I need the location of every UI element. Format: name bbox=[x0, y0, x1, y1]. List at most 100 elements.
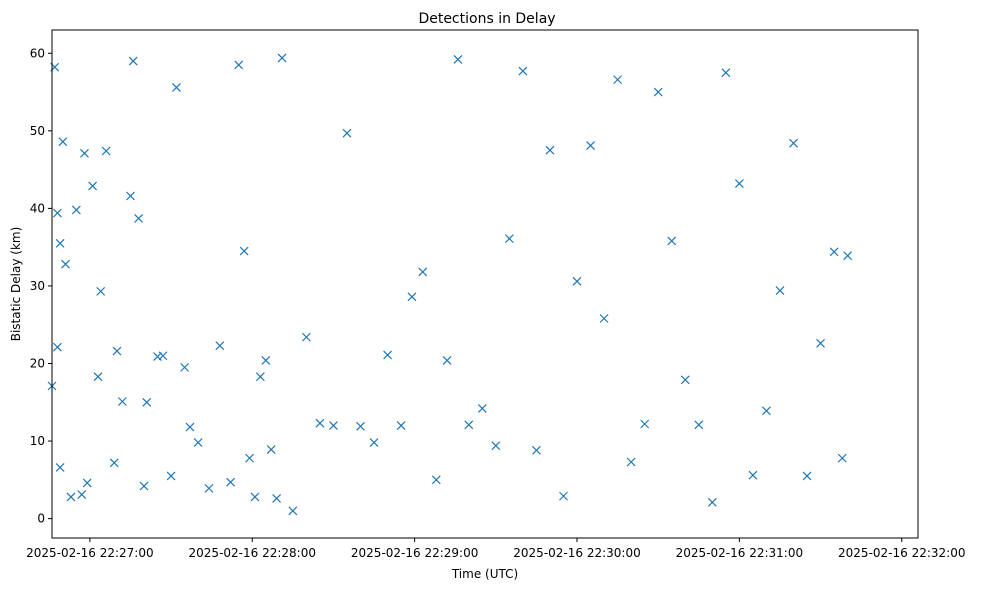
data-point-stroke bbox=[653, 87, 663, 97]
data-point bbox=[142, 397, 152, 407]
data-point-stroke bbox=[301, 332, 311, 342]
data-point-stroke bbox=[504, 234, 514, 244]
data-point bbox=[301, 332, 311, 342]
data-point-stroke bbox=[599, 314, 609, 323]
data-point bbox=[117, 397, 127, 406]
data-point bbox=[572, 276, 582, 286]
data-point-stroke bbox=[396, 421, 406, 430]
data-point-stroke bbox=[418, 267, 428, 277]
data-point-stroke bbox=[802, 471, 812, 481]
data-point-stroke bbox=[58, 137, 68, 147]
data-point bbox=[559, 491, 568, 501]
x-tick-label: 2025-02-16 22:30:00 bbox=[513, 546, 640, 560]
data-point bbox=[172, 82, 181, 92]
data-point bbox=[453, 55, 463, 64]
data-point bbox=[288, 506, 298, 516]
data-point bbox=[342, 128, 352, 138]
data-point bbox=[396, 421, 406, 430]
data-point bbox=[93, 372, 103, 382]
data-point-stroke bbox=[82, 478, 92, 488]
data-point bbox=[245, 453, 254, 463]
data-point bbox=[504, 234, 514, 244]
data-point bbox=[166, 471, 176, 481]
data-point-stroke bbox=[93, 372, 103, 382]
data-point-stroke bbox=[117, 397, 127, 406]
data-point-stroke bbox=[101, 146, 111, 156]
data-point bbox=[215, 341, 225, 351]
y-axis: 0 10 20 30 40 50 60 bbox=[30, 46, 52, 526]
data-point-stroke bbox=[166, 471, 176, 481]
data-point-stroke bbox=[315, 418, 325, 428]
data-point bbox=[762, 406, 771, 416]
data-point bbox=[96, 286, 106, 296]
data-point bbox=[837, 453, 847, 463]
data-point-stroke bbox=[239, 246, 249, 256]
data-point bbox=[82, 478, 92, 488]
data-point-stroke bbox=[613, 75, 623, 85]
data-point-stroke bbox=[431, 475, 441, 485]
y-tick-label: 50 bbox=[30, 124, 45, 138]
data-point-stroke bbox=[66, 492, 76, 502]
data-point bbox=[272, 494, 282, 503]
y-tick-label: 60 bbox=[30, 46, 45, 60]
data-point-stroke bbox=[288, 506, 298, 516]
data-point bbox=[613, 75, 623, 85]
data-point-stroke bbox=[255, 372, 265, 382]
data-point-stroke bbox=[640, 419, 650, 429]
data-point-stroke bbox=[153, 352, 162, 361]
data-point-stroke bbox=[667, 236, 677, 246]
data-point bbox=[680, 375, 690, 385]
x-tick-label: 2025-02-16 22:27:00 bbox=[26, 546, 153, 560]
data-point bbox=[101, 146, 111, 156]
data-point-stroke bbox=[226, 477, 236, 487]
data-point bbox=[226, 477, 236, 487]
x-axis: 2025-02-16 22:27:00 2025-02-16 22:28:00 20… bbox=[26, 538, 965, 560]
data-point bbox=[71, 205, 81, 215]
data-point bbox=[180, 362, 190, 372]
x-tick-label: 2025-02-16 22:31:00 bbox=[676, 546, 803, 560]
data-point-stroke bbox=[96, 286, 106, 296]
y-tick-label: 40 bbox=[30, 201, 45, 215]
data-point-stroke bbox=[518, 66, 528, 76]
data-point-stroke bbox=[261, 355, 271, 365]
data-point bbox=[109, 458, 119, 468]
data-point-stroke bbox=[721, 68, 731, 78]
y-tick-label: 30 bbox=[30, 279, 45, 293]
data-point-stroke bbox=[245, 453, 254, 463]
data-point bbox=[77, 490, 87, 499]
data-point-stroke bbox=[694, 420, 704, 430]
data-point-stroke bbox=[748, 470, 758, 480]
data-point-stroke bbox=[142, 397, 152, 407]
data-point-stroke bbox=[837, 453, 847, 463]
data-point-stroke bbox=[734, 179, 744, 188]
data-point-stroke bbox=[234, 60, 244, 70]
data-point-stroke bbox=[52, 342, 62, 352]
data-point-stroke bbox=[545, 145, 555, 155]
data-point-stroke bbox=[55, 462, 65, 472]
data-point-stroke bbox=[52, 208, 62, 218]
data-point-stroke bbox=[829, 247, 839, 257]
data-point bbox=[139, 481, 149, 491]
chart-title: Detections in Delay bbox=[418, 11, 555, 27]
y-axis-label: Bistatic Delay (km) bbox=[9, 227, 23, 342]
data-point-stroke bbox=[626, 457, 636, 467]
data-point bbox=[185, 422, 195, 432]
data-point bbox=[66, 492, 76, 502]
data-point bbox=[80, 148, 89, 158]
data-point bbox=[55, 462, 65, 472]
data-point-stroke bbox=[680, 375, 690, 385]
data-point-stroke bbox=[356, 421, 365, 431]
data-point-stroke bbox=[80, 148, 89, 158]
data-point bbox=[789, 138, 798, 148]
data-point-stroke bbox=[128, 56, 138, 66]
data-point bbox=[518, 66, 528, 76]
y-tick-label: 0 bbox=[37, 512, 45, 526]
data-point bbox=[599, 314, 609, 323]
data-point-stroke bbox=[762, 406, 771, 416]
data-point-stroke bbox=[572, 276, 582, 286]
data-point bbox=[829, 247, 839, 257]
data-point-stroke bbox=[185, 422, 195, 432]
data-point-stroke bbox=[126, 191, 135, 201]
data-point bbox=[545, 145, 555, 155]
data-point-stroke bbox=[77, 490, 87, 499]
